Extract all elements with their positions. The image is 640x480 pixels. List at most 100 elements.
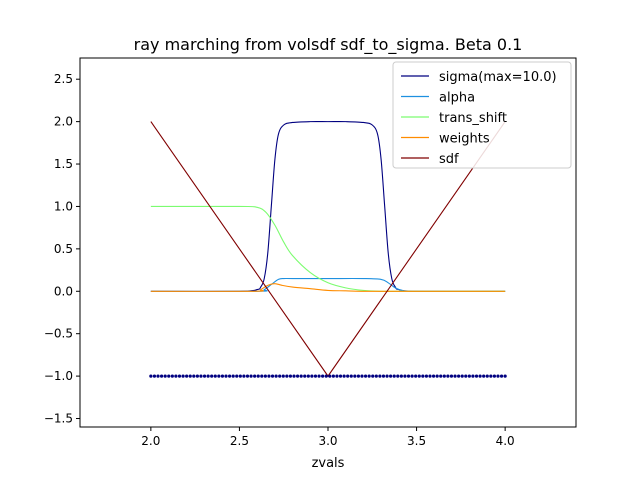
sample-point (406, 374, 411, 378)
sample-point (149, 374, 153, 378)
sample-point (431, 374, 436, 378)
sample-point (346, 374, 350, 378)
sample-point (353, 374, 357, 378)
sample-point (310, 374, 314, 378)
sample-point (324, 374, 328, 378)
sample-point (152, 374, 157, 378)
legend-box (392, 61, 572, 169)
y-tick-label: −1.0 (44, 369, 73, 383)
sample-point (417, 374, 421, 378)
y-tick-label: 0.0 (54, 284, 73, 298)
sample-point (317, 374, 321, 378)
legend-label: alpha (439, 91, 475, 106)
sample-point (281, 374, 285, 378)
sample-point (185, 374, 189, 378)
sample-point (360, 374, 364, 378)
sample-point (403, 374, 407, 378)
sample-point (167, 374, 171, 378)
sample-point (439, 374, 443, 378)
sample-point (192, 374, 196, 378)
sample-point (457, 374, 461, 378)
sample-point (295, 374, 300, 378)
sample-point (274, 374, 278, 378)
sample-point (428, 374, 432, 378)
x-axis-label: zvals (312, 456, 345, 471)
sample-point (256, 374, 260, 378)
sample-point (249, 374, 253, 378)
sample-point (285, 374, 289, 378)
y-tick-label: 0.5 (54, 242, 73, 256)
x-tick-label: 2.0 (141, 434, 160, 448)
sample-point (478, 374, 482, 378)
sample-point (235, 374, 239, 378)
chart-title: ray marching from volsdf sdf_to_sigma. B… (134, 35, 523, 55)
x-tick-label: 3.0 (318, 434, 337, 448)
sample-point (270, 374, 275, 378)
sample-point (195, 374, 199, 378)
sample-point (188, 374, 192, 378)
sample-point (231, 374, 235, 378)
sample-point (363, 374, 368, 378)
sample-point (199, 374, 203, 378)
sample-point (460, 374, 464, 378)
legend-label: weights (439, 132, 490, 147)
sample-point (356, 374, 361, 378)
sample-point (331, 374, 335, 378)
sample-point (471, 374, 475, 378)
y-tick-label: 1.5 (54, 157, 73, 171)
sample-point (414, 374, 418, 378)
sample-point (245, 374, 250, 378)
sample-point (492, 374, 497, 378)
y-tick-label: −0.5 (44, 327, 73, 341)
sample-point (299, 374, 303, 378)
sample-point (485, 374, 489, 378)
sample-point (381, 374, 386, 378)
sample-point (321, 374, 325, 378)
sample-point (306, 374, 310, 378)
sample-point (220, 374, 225, 378)
sample-point (378, 374, 382, 378)
plot-area (149, 121, 507, 378)
series-line-sdf (150, 121, 506, 378)
series-line-alpha (150, 277, 506, 292)
sample-point (288, 374, 293, 378)
sample-point (202, 374, 207, 378)
sample-point (410, 374, 414, 378)
series-line-weights (150, 283, 506, 292)
y-tick-label: 1.0 (54, 199, 73, 213)
sample-point (174, 374, 178, 378)
sample-point (421, 374, 425, 378)
sample-point (399, 374, 403, 378)
sample-point (313, 374, 318, 378)
y-tick-label: −1.5 (44, 412, 73, 426)
sample-point (424, 374, 429, 378)
sample-point (242, 374, 246, 378)
sample-point (442, 374, 446, 378)
sample-point (206, 374, 210, 378)
legend-label: trans_shift (439, 111, 507, 126)
sample-point (213, 374, 217, 378)
x-tick-label: 4.0 (496, 434, 515, 448)
sample-point (238, 374, 242, 378)
sample-point (453, 374, 457, 378)
sample-point (496, 374, 500, 378)
sample-point (503, 374, 507, 378)
sample-point (227, 374, 232, 378)
sample-point (482, 374, 486, 378)
sample-point (177, 374, 182, 378)
sample-point (224, 374, 228, 378)
sample-point (474, 374, 479, 378)
sample-point (489, 374, 493, 378)
ticks: 2.0 2.5 3.0 3.5 4.0 −1.5 −1.0 −0.5 0.0 0.5 1.0 1.5 2… (44, 72, 515, 448)
sample-point (342, 374, 346, 378)
sample-point (260, 374, 264, 378)
sample-point (156, 374, 160, 378)
sample-point (303, 374, 307, 378)
sample-point (392, 374, 396, 378)
sample-point (499, 374, 504, 378)
legend-label: sdf (439, 152, 459, 167)
sample-point (170, 374, 174, 378)
sample-point (292, 374, 296, 378)
sample-point (278, 374, 282, 378)
